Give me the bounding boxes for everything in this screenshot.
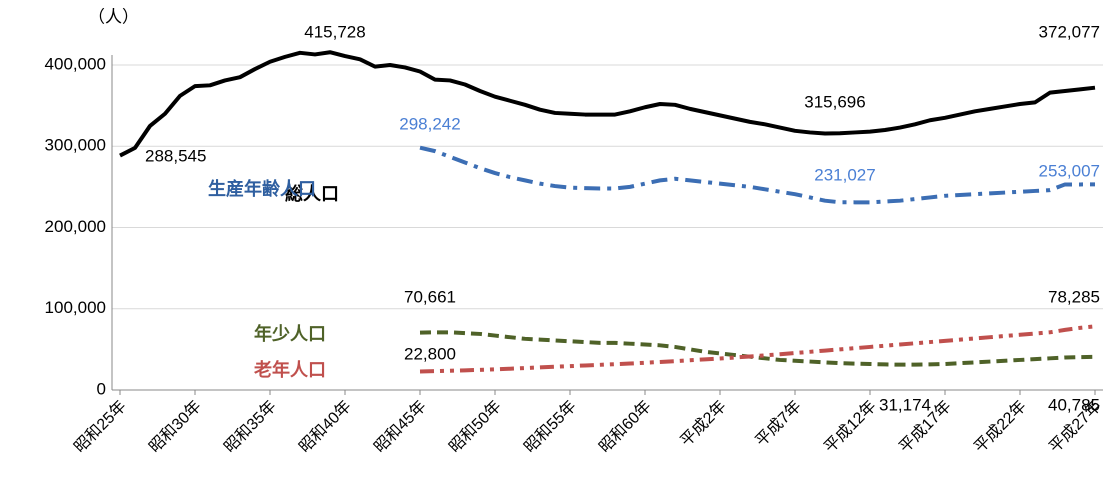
x-tick-label: 昭和55年 [521,397,580,456]
data-label: 253,007 [1039,161,1100,180]
data-label: 231,027 [814,165,875,184]
series-line [419,330,1096,367]
y-axis-unit: （人） [88,7,139,26]
data-label: 315,696 [804,92,865,111]
series-line [119,50,1096,158]
x-tick-label: 昭和30年 [146,397,205,456]
y-tick-label: 0 [97,379,106,398]
x-tick-label: 昭和35年 [221,397,280,456]
data-label: 78,285 [1048,287,1100,306]
x-tick-label: 平成2年 [677,397,730,450]
data-label: 288,545 [145,146,206,165]
data-label: 372,077 [1039,22,1100,41]
y-tick-label: 400,000 [45,54,106,73]
x-tick-label: 平成22年 [971,397,1030,456]
x-tick-label: 昭和25年 [71,397,130,456]
series-label: 総人口 [285,183,339,204]
data-label: 31,174 [879,395,931,414]
y-tick-label: 100,000 [45,298,106,317]
x-tick-label: 平成12年 [821,397,880,456]
data-label: 298,242 [399,114,460,133]
x-tick-label: 昭和45年 [371,397,430,456]
series-label: 生産年齢人口 [208,178,316,199]
x-tick-label: 昭和40年 [296,397,355,456]
data-label: 70,661 [404,287,456,306]
x-tick-label: 平成7年 [752,397,805,450]
data-label: 415,728 [304,22,365,41]
series-line [419,324,1096,374]
data-label: 40,785 [1048,395,1100,414]
data-label: 22,800 [404,344,456,363]
series-label: 老年人口 [254,359,326,380]
x-tick-label: 昭和60年 [596,397,655,456]
y-tick-label: 200,000 [45,217,106,236]
series-line [419,145,1096,205]
x-tick-label: 昭和50年 [446,397,505,456]
series-label: 年少人口 [254,323,326,344]
y-tick-label: 300,000 [45,136,106,155]
